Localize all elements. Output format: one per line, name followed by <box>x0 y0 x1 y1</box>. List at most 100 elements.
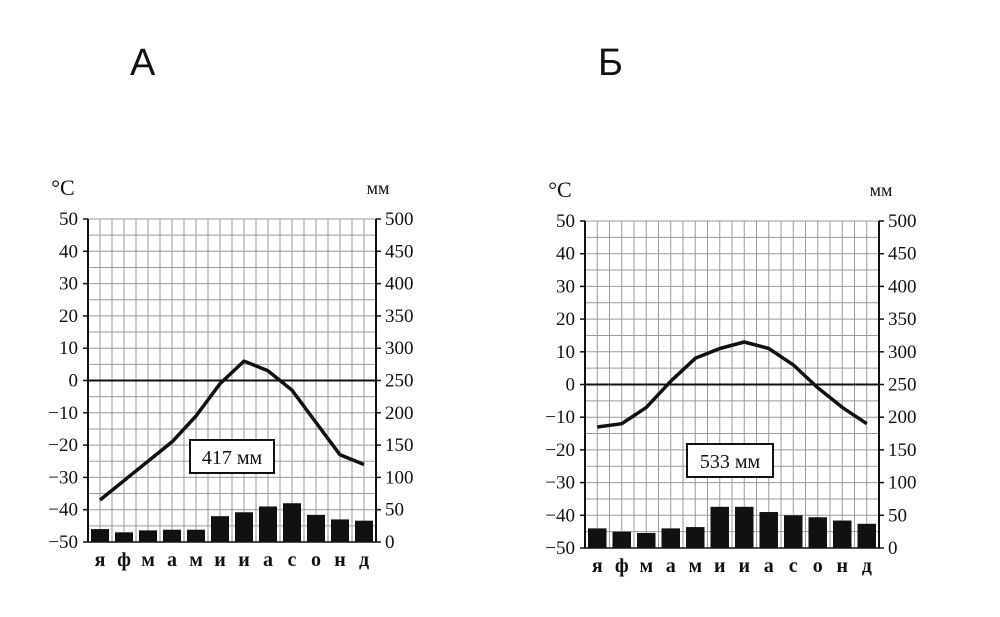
precipitation-bar <box>637 532 656 548</box>
precipitation-bar <box>91 529 109 542</box>
y2-tick-label: 300 <box>888 342 917 363</box>
y-tick-label: 0 <box>566 375 576 396</box>
y2-tick-label: 250 <box>385 371 414 392</box>
y2-tick-label: 150 <box>385 435 414 456</box>
y-tick-label: −40 <box>545 505 575 526</box>
month-label: н <box>334 549 346 571</box>
month-label: и <box>738 555 750 577</box>
y-tick-label: −30 <box>545 473 575 494</box>
y2-tick-label: 450 <box>888 244 917 265</box>
y-tick-label: 20 <box>59 306 78 327</box>
precipitation-bar <box>588 528 607 548</box>
precipitation-bar <box>235 512 253 542</box>
precipitation-bar <box>759 512 778 548</box>
y-tick-label: −20 <box>545 440 575 461</box>
y2-tick-label: 500 <box>385 209 414 230</box>
month-label: о <box>311 549 321 571</box>
month-label: м <box>639 555 653 577</box>
month-label: и <box>214 549 226 571</box>
y-tick-label: 40 <box>556 244 575 265</box>
y2-tick-label: 350 <box>888 309 917 330</box>
y2-tick-label: 50 <box>385 500 404 521</box>
precipitation-bar <box>661 528 680 548</box>
y-tick-label: 0 <box>69 371 79 392</box>
y2-tick-label: 50 <box>888 505 907 526</box>
y-tick-label: −20 <box>48 435 78 456</box>
month-label: я <box>95 549 106 571</box>
precipitation-bar <box>808 517 827 548</box>
y-tick-label: −50 <box>48 532 78 553</box>
precipitation-bar <box>784 515 803 548</box>
month-label: д <box>862 555 872 577</box>
precipitation-bar <box>259 506 277 542</box>
y-tick-label: −50 <box>545 538 575 559</box>
precipitation-bar <box>283 503 301 542</box>
y-tick-label: −30 <box>48 467 78 488</box>
y2-tick-label: 250 <box>888 375 917 396</box>
y-tick-label: 30 <box>59 274 78 295</box>
precipitation-bar <box>331 519 349 542</box>
precipitation-bar <box>833 520 852 548</box>
y2-tick-label: 100 <box>888 473 917 494</box>
panel-label-a: А <box>130 42 156 84</box>
y-tick-label: 50 <box>556 211 575 232</box>
month-label: и <box>238 549 250 571</box>
month-label: а <box>167 549 177 571</box>
y2-axis-unit-label: мм <box>870 180 893 200</box>
precipitation-bar <box>686 527 705 548</box>
month-label: м <box>141 549 155 571</box>
precipitation-bar <box>710 506 729 548</box>
precipitation-bar <box>355 520 373 542</box>
month-label: м <box>189 549 203 571</box>
y2-tick-label: 0 <box>385 532 395 553</box>
month-label: н <box>836 555 848 577</box>
climate-chart-2: 50403020100−10−20−30−40−5050045040035030… <box>545 177 916 577</box>
panel-label-b: Б <box>598 42 623 84</box>
month-label: я <box>592 555 603 577</box>
y-axis-unit-label: °С <box>51 175 74 200</box>
annual-total-label: 533 мм <box>700 451 761 473</box>
y2-tick-label: 200 <box>888 407 917 428</box>
y-tick-label: −10 <box>545 407 575 428</box>
y-tick-label: 50 <box>59 209 78 230</box>
y2-axis-unit-label: мм <box>367 178 390 198</box>
month-label: м <box>688 555 702 577</box>
y-tick-label: 40 <box>59 241 78 262</box>
month-label: а <box>666 555 676 577</box>
precipitation-bar <box>187 529 205 542</box>
precipitation-bar <box>612 531 631 548</box>
y2-tick-label: 400 <box>385 274 414 295</box>
y2-tick-label: 300 <box>385 338 414 359</box>
y2-tick-label: 0 <box>888 538 898 559</box>
y2-tick-label: 100 <box>385 467 414 488</box>
precipitation-bar <box>163 529 181 542</box>
month-label: а <box>263 549 273 571</box>
y2-tick-label: 400 <box>888 276 917 297</box>
y2-tick-label: 450 <box>385 241 414 262</box>
temperature-line <box>597 340 868 429</box>
month-label: ф <box>117 549 131 571</box>
y-tick-label: −10 <box>48 403 78 424</box>
precipitation-bar <box>139 530 157 542</box>
y2-tick-label: 350 <box>385 306 414 327</box>
month-label: и <box>714 555 726 577</box>
month-label: ф <box>615 555 629 577</box>
month-label: с <box>288 549 297 571</box>
y2-tick-label: 150 <box>888 440 917 461</box>
annual-total-label: 417 мм <box>202 447 263 469</box>
precipitation-bar <box>211 516 229 542</box>
annual-total-box <box>189 439 275 474</box>
y-axis-unit-label: °С <box>548 177 571 202</box>
month-label: с <box>789 555 798 577</box>
y-tick-label: 30 <box>556 276 575 297</box>
y-tick-label: 20 <box>556 309 575 330</box>
precipitation-bar <box>307 514 325 542</box>
y-tick-label: 10 <box>556 342 575 363</box>
month-label: а <box>764 555 774 577</box>
y-tick-label: 10 <box>59 338 78 359</box>
annual-total-box <box>686 443 774 478</box>
precipitation-bar <box>115 532 133 542</box>
climate-chart-1: 50403020100−10−20−30−40−5050045040035030… <box>48 175 413 571</box>
